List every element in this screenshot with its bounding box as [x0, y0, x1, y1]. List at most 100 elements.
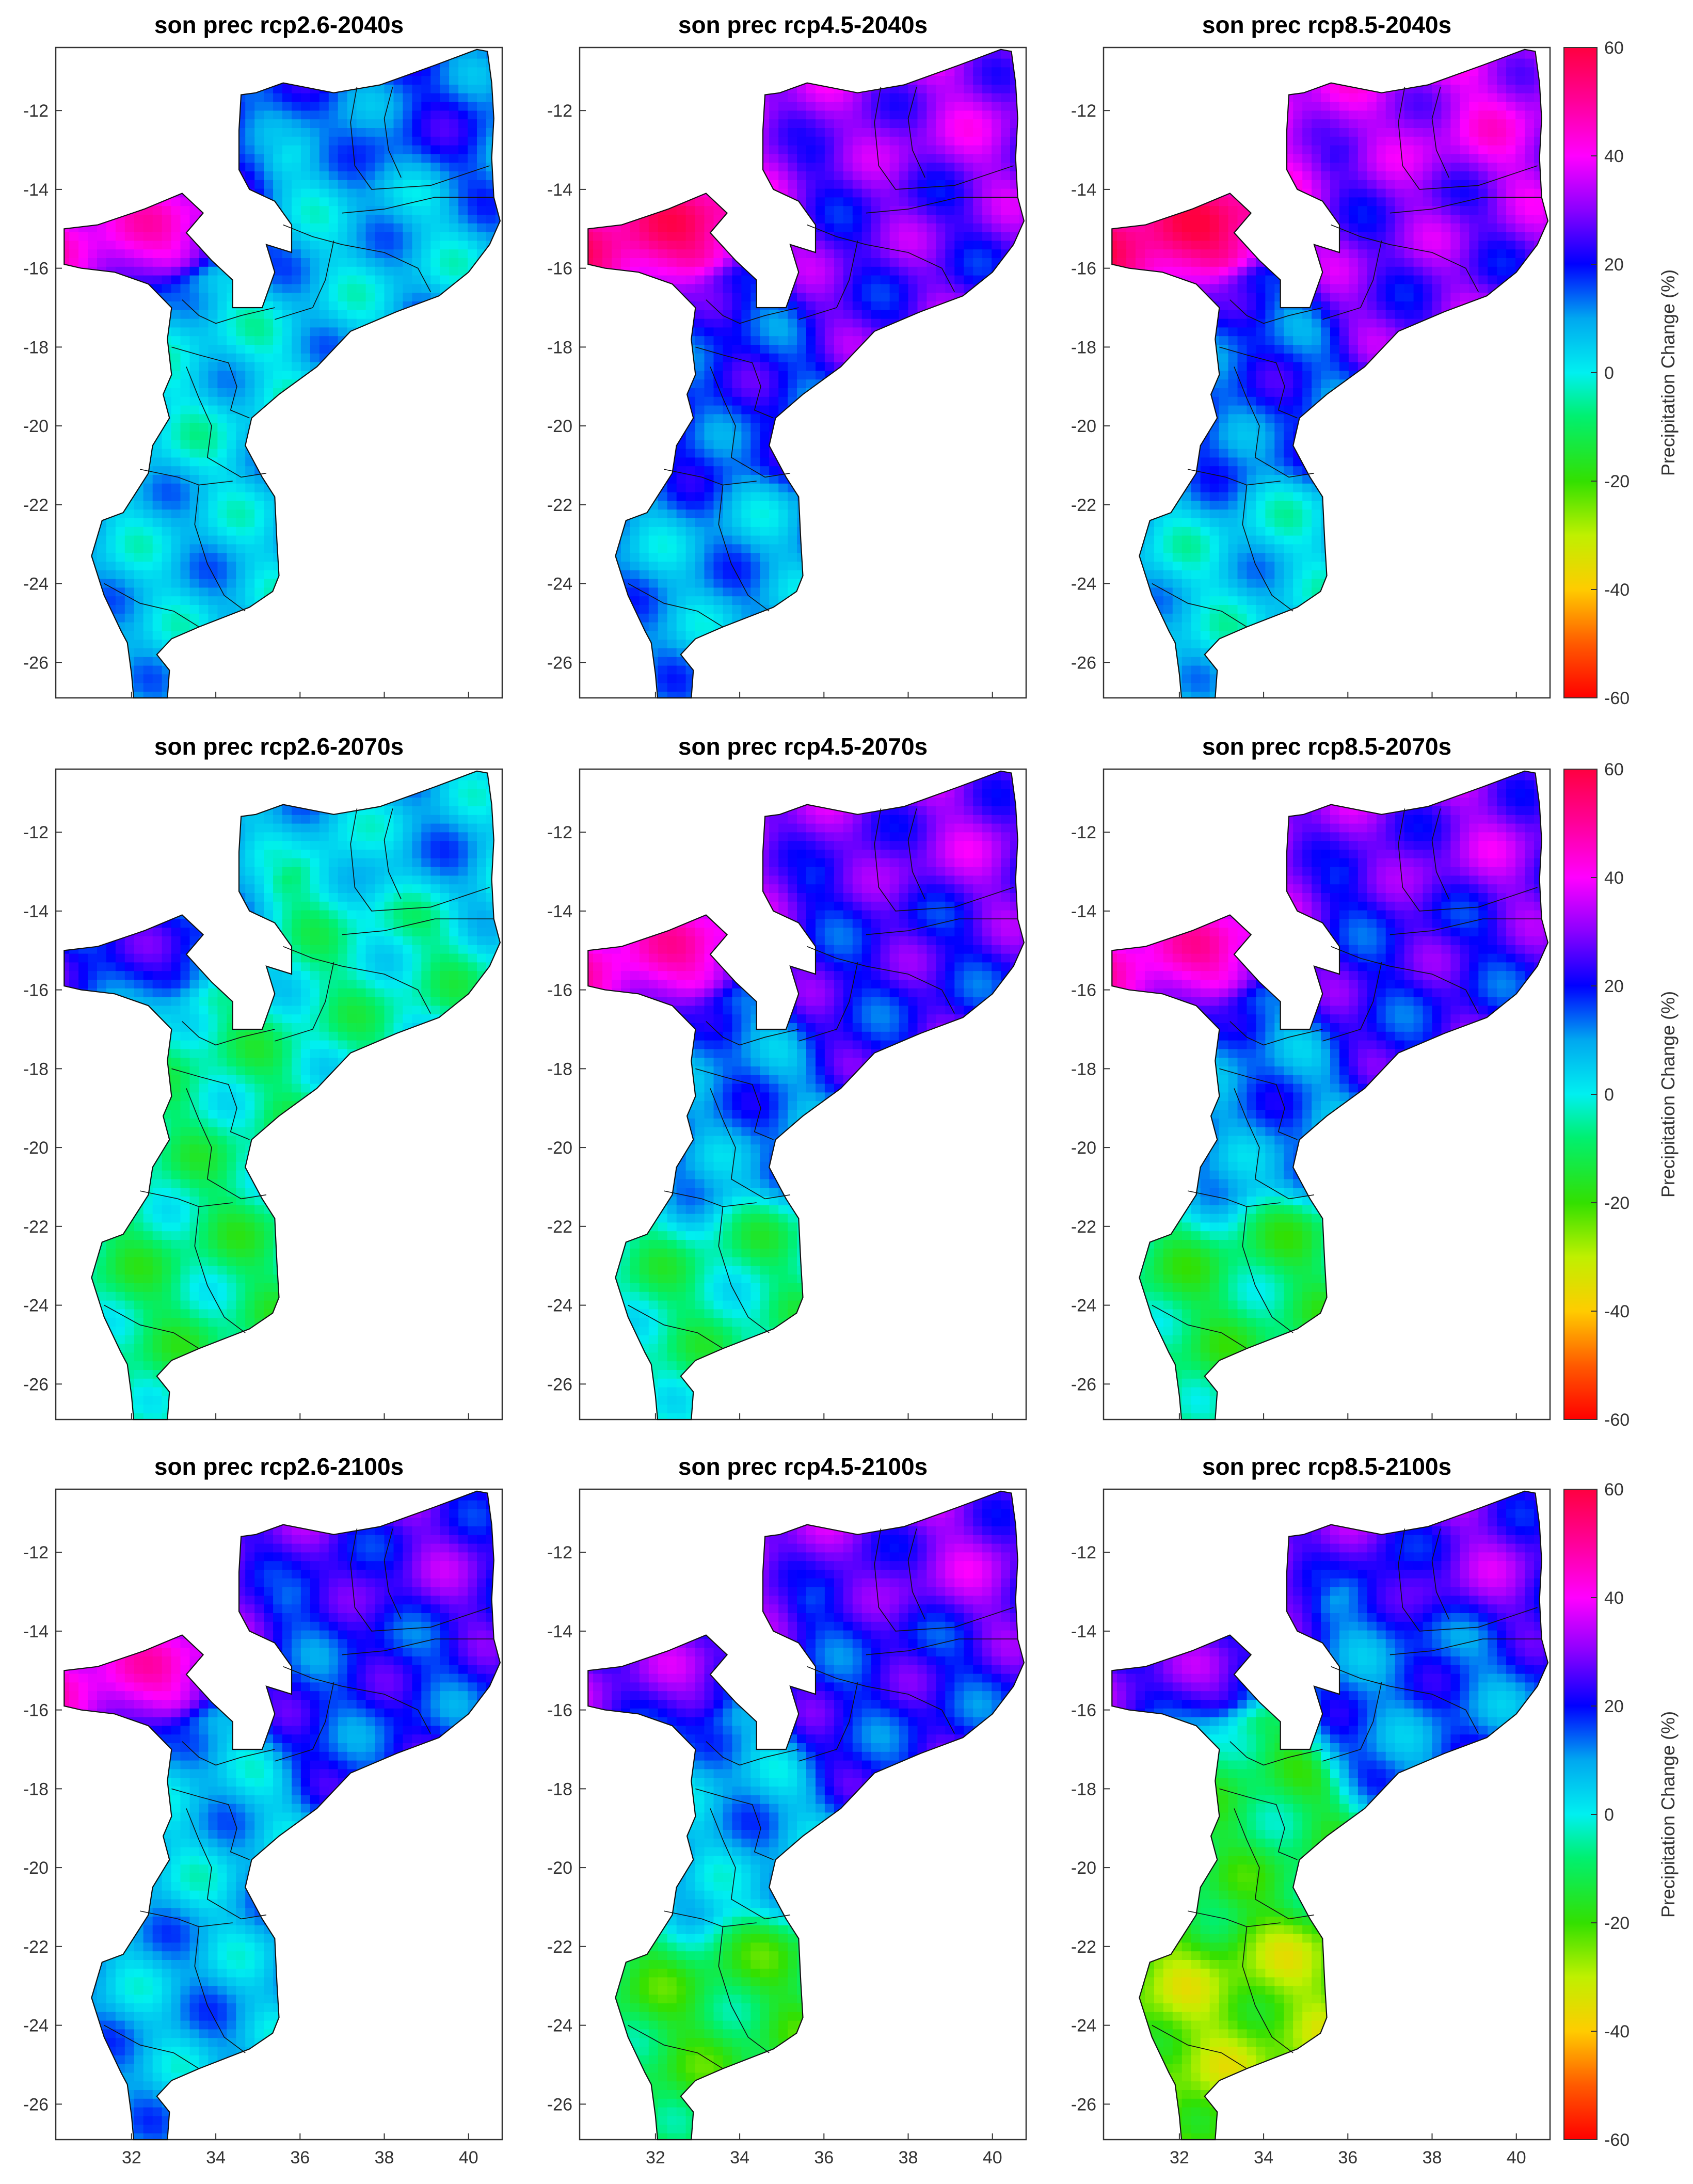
- y-tick-label: -16: [23, 259, 49, 279]
- province-boundary: [350, 1528, 490, 1632]
- y-tick-label: -14: [23, 902, 49, 921]
- province-boundary: [283, 224, 432, 292]
- map-panel-rcp2.6-2040s: son prec rcp2.6-2040s -12 -14 -16 -18 -20 -22 -…: [23, 11, 503, 699]
- y-tick-label: -12: [23, 101, 49, 121]
- province-boundary: [1219, 1788, 1298, 1860]
- y-tick-label: -18: [1071, 1779, 1096, 1799]
- panel-title: son prec rcp8.5-2040s: [1202, 11, 1451, 38]
- y-tick-label: -24: [1071, 2016, 1096, 2036]
- province-boundary: [718, 1926, 770, 2053]
- y-tick-label: -18: [23, 338, 49, 357]
- province-boundary: [1331, 224, 1479, 292]
- colorbar-tick-label: -20: [1604, 472, 1630, 491]
- y-tick-label: -24: [23, 2016, 49, 2036]
- panel-title: son prec rcp8.5-2100s: [1202, 1453, 1451, 1480]
- province-boundary: [194, 485, 246, 612]
- panel-title: son prec rcp8.5-2070s: [1202, 733, 1451, 760]
- country-outline: [63, 770, 501, 1421]
- y-tick-label: -20: [547, 1858, 572, 1878]
- province-boundary: [695, 1068, 774, 1140]
- panel-title: son prec rcp4.5-2040s: [678, 11, 928, 38]
- province-boundary: [1188, 469, 1281, 486]
- province-boundary: [186, 1808, 267, 1920]
- country-outline: [587, 770, 1025, 1421]
- province-boundary: [384, 808, 402, 900]
- y-tick-label: -12: [23, 823, 49, 842]
- y-tick-label: -26: [23, 653, 49, 673]
- y-tick-label: -26: [1071, 2095, 1096, 2114]
- country-outline: [587, 49, 1025, 699]
- y-tick-label: -12: [547, 823, 572, 842]
- colorbar-tick-label: 40: [1604, 147, 1624, 166]
- province-boundary: [706, 1021, 799, 1046]
- x-tick-label: 34: [730, 2148, 749, 2167]
- x-tick-label: 38: [899, 2148, 918, 2167]
- colorbar-tick-label: 0: [1604, 363, 1614, 383]
- y-tick-label: -22: [1071, 1217, 1096, 1237]
- province-boundary: [194, 1926, 246, 2053]
- y-tick-label: -22: [23, 496, 49, 515]
- y-tick-label: -16: [547, 1701, 572, 1720]
- province-boundary: [1234, 1808, 1315, 1920]
- y-tick-label: -18: [1071, 338, 1096, 357]
- colorbar-tick-label: 20: [1604, 255, 1624, 275]
- province-boundary: [1398, 808, 1538, 912]
- province-boundary: [1234, 1088, 1315, 1200]
- province-boundary: [807, 946, 955, 1014]
- y-tick-label: -22: [1071, 1937, 1096, 1957]
- province-boundary: [874, 808, 1014, 912]
- y-tick-label: -18: [1071, 1059, 1096, 1079]
- province-boundary: [710, 366, 791, 478]
- province-boundary: [1229, 1741, 1323, 1766]
- province-boundary: [1188, 1190, 1281, 1207]
- y-tick-label: -16: [23, 1701, 49, 1720]
- province-boundary: [798, 241, 858, 320]
- colorbar: 60 40 20 0 -20 -40 -60 Precipitation Change (%): [1563, 38, 1679, 708]
- province-boundary: [1242, 485, 1293, 612]
- province-boundary: [384, 1528, 402, 1620]
- province-boundary: [628, 2024, 723, 2069]
- y-tick-label: -26: [547, 2095, 572, 2114]
- y-tick-label: -18: [547, 1059, 572, 1079]
- y-tick-label: -12: [547, 1543, 572, 1563]
- y-tick-label: -20: [23, 1138, 49, 1158]
- x-tick-label: 32: [122, 2148, 141, 2167]
- x-tick-label: 38: [1423, 2148, 1442, 2167]
- y-tick-label: -18: [547, 1779, 572, 1799]
- province-boundary: [1322, 962, 1382, 1042]
- country-outline: [63, 1490, 501, 2141]
- colorbar-label: Precipitation Change (%): [1657, 991, 1679, 1198]
- y-tick-label: -20: [23, 1858, 49, 1878]
- province-boundary: [907, 808, 925, 900]
- province-boundary: [798, 962, 858, 1042]
- province-boundary: [1242, 1206, 1293, 1333]
- y-tick-label: -20: [547, 417, 572, 436]
- province-boundary: [706, 299, 799, 324]
- colorbar-tick-label: 60: [1604, 760, 1624, 779]
- province-boundary: [798, 1682, 858, 1762]
- colorbar-tick-label: 40: [1604, 1588, 1624, 1608]
- province-boundary: [1398, 87, 1538, 190]
- colorbar: 60 40 20 0 -20 -40 -60 Precipitation Change (%): [1563, 760, 1679, 1430]
- colorbar-label: Precipitation Change (%): [1657, 269, 1679, 476]
- province-boundary: [1229, 1021, 1323, 1046]
- panel-title: son prec rcp2.6-2070s: [154, 733, 404, 760]
- province-boundary: [1229, 299, 1323, 324]
- colorbar: 60 40 20 0 -20 -40 -60 Precipitation Change (%): [1563, 1480, 1679, 2150]
- colorbar-tick-label: 0: [1604, 1085, 1614, 1105]
- province-boundary: [628, 1304, 723, 1349]
- y-tick-label: -26: [1071, 1375, 1096, 1394]
- y-tick-label: -18: [547, 338, 572, 357]
- colorbar-tick-label: 0: [1604, 1805, 1614, 1825]
- y-tick-label: -24: [547, 2016, 572, 2036]
- province-boundary: [1389, 918, 1542, 935]
- province-boundary: [171, 1788, 250, 1860]
- province-boundary: [275, 241, 334, 320]
- province-boundary: [695, 346, 774, 419]
- province-boundary: [384, 87, 402, 178]
- province-boundary: [907, 1528, 925, 1620]
- y-tick-label: -16: [547, 981, 572, 1000]
- panel-title: son prec rcp4.5-2070s: [678, 733, 928, 760]
- x-tick-label: 34: [1254, 2148, 1273, 2167]
- x-tick-label: 40: [983, 2148, 1002, 2167]
